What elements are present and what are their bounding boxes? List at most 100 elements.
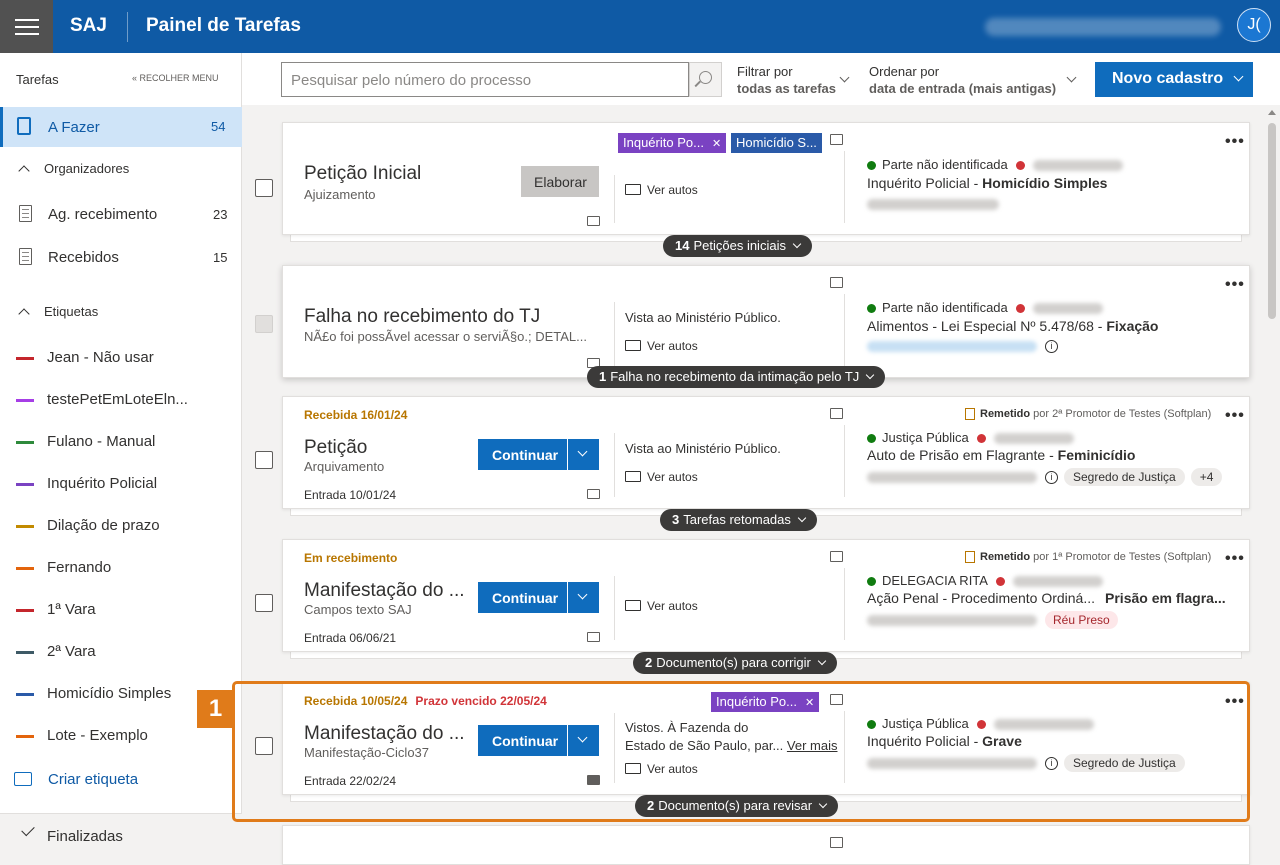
more-chips-badge[interactable]: +4	[1190, 468, 1223, 486]
task-subtitle: NÃ£o foi possÃvel acessar o serviÃ§o.; D…	[304, 329, 587, 344]
party-row: Justiça Pública	[867, 716, 1094, 731]
avatar[interactable]: J(	[1237, 8, 1271, 42]
view-records-link[interactable]: Ver autos	[625, 762, 698, 776]
task-card[interactable]	[282, 825, 1250, 865]
group-toggle[interactable]: 3 Tarefas retomadas	[660, 509, 817, 531]
calendar-icon[interactable]	[830, 837, 843, 848]
group-toggle[interactable]: 2 Documento(s) para corrigir	[633, 652, 837, 674]
view-records-link[interactable]: Ver autos	[625, 599, 698, 613]
calendar-icon[interactable]	[830, 134, 843, 145]
task-card[interactable]: Recebida 10/05/24 Prazo vencido 22/05/24 …	[282, 682, 1250, 795]
sidebar-item-count: 23	[213, 207, 228, 222]
sidebar-tag-item[interactable]: testePetEmLoteEln...	[0, 380, 242, 420]
group-toggle[interactable]: 14 Petições iniciais	[663, 235, 812, 257]
see-more-link[interactable]: Ver mais	[786, 738, 838, 753]
calendar-icon[interactable]	[830, 408, 843, 419]
task-card[interactable]: Petição Inicial Ajuizamento Elaborar Inq…	[282, 122, 1250, 235]
redacted	[1012, 576, 1103, 588]
tag-chip[interactable]: Inquérito Po... ✕	[618, 133, 727, 153]
info-icon[interactable]: i	[1045, 756, 1058, 770]
new-registration-button[interactable]: Novo cadastro	[1095, 62, 1253, 97]
scrollbar[interactable]	[1264, 105, 1280, 855]
task-card[interactable]: Falha no recebimento do TJ NÃ£o foi poss…	[282, 265, 1250, 378]
chip-label: Inquérito Po...	[623, 135, 704, 150]
more-icon[interactable]: •••	[1225, 276, 1245, 293]
task-checkbox[interactable]	[255, 179, 273, 197]
task-title: Manifestação do ...	[304, 580, 465, 601]
comment-icon[interactable]	[587, 775, 600, 785]
comment-icon[interactable]	[587, 489, 600, 499]
process-number-row: i Segredo de Justiça +4	[867, 468, 1223, 486]
close-icon[interactable]: ✕	[711, 138, 722, 150]
more-icon[interactable]: •••	[1225, 133, 1245, 150]
tag-label: Homicídio Simples	[47, 685, 172, 702]
hamburger-icon[interactable]	[0, 0, 53, 53]
comment-icon[interactable]	[587, 216, 600, 226]
folder-icon	[625, 340, 641, 351]
sidebar-tag-item[interactable]: Homicídio Simples	[0, 674, 242, 714]
collapse-menu-button[interactable]: « RECOLHER MENU	[132, 73, 219, 83]
brand-logo[interactable]: SAJ	[70, 15, 107, 36]
sidebar-item-count: 15	[213, 250, 228, 265]
calendar-icon[interactable]	[830, 694, 843, 705]
close-icon[interactable]: ✕	[804, 697, 815, 709]
calendar-icon[interactable]	[830, 551, 843, 562]
search-input[interactable]: Pesquisar pelo número do processo	[281, 62, 689, 97]
sidebar-item-ag-recebimento[interactable]: Ag. recebimento 23	[0, 195, 242, 235]
sidebar: Tarefas « RECOLHER MENU A Fazer 54 Organ…	[0, 53, 242, 855]
order-dropdown[interactable]: Ordenar por data de entrada (mais antiga…	[869, 63, 1056, 97]
task-card[interactable]: Em recebimento Manifestação do ... Campo…	[282, 539, 1250, 652]
more-icon[interactable]: •••	[1225, 693, 1245, 710]
sidebar-item-finalizadas[interactable]: Finalizadas	[0, 813, 242, 855]
more-icon[interactable]: •••	[1225, 550, 1245, 567]
tag-label: Jean - Não usar	[47, 349, 154, 366]
view-records-link[interactable]: Ver autos	[625, 183, 698, 197]
task-card[interactable]: Recebida 16/01/24 Petição Arquivamento E…	[282, 396, 1250, 509]
minus-icon	[1015, 304, 1025, 313]
sidebar-tag-item[interactable]: 1ª Vara	[0, 590, 242, 630]
scroll-up-icon[interactable]	[1268, 110, 1276, 115]
chevron-down-icon[interactable]	[839, 72, 850, 83]
forwarded-by: Remetido por 1ª Promotor de Testes (Soft…	[965, 551, 1211, 564]
task-checkbox[interactable]	[255, 737, 273, 755]
scrollbar-thumb[interactable]	[1268, 123, 1276, 319]
tag-chip[interactable]: Homicídio S...	[731, 133, 822, 153]
view-records-link[interactable]: Ver autos	[625, 339, 698, 353]
more-icon[interactable]: •••	[1225, 407, 1245, 424]
elaborar-button[interactable]: Elaborar	[521, 166, 599, 197]
tag-chip[interactable]: Inquérito Po... ✕	[711, 692, 820, 712]
group-count: 2	[645, 655, 653, 670]
continue-button[interactable]: Continuar	[478, 439, 599, 470]
divider	[614, 302, 615, 366]
sidebar-tag-item[interactable]: Jean - Não usar	[0, 338, 242, 378]
info-icon[interactable]: i	[1045, 470, 1058, 484]
task-checkbox[interactable]	[255, 594, 273, 612]
folder-icon	[625, 763, 641, 774]
chevron-down-icon[interactable]	[1066, 72, 1077, 83]
sidebar-item-a-fazer[interactable]: A Fazer 54	[0, 107, 242, 147]
section-etiquetas[interactable]: Etiquetas	[18, 304, 98, 320]
sidebar-tag-item[interactable]: 2ª Vara	[0, 632, 242, 672]
group-toggle[interactable]: 2 Documento(s) para revisar	[635, 795, 839, 817]
info-icon[interactable]: i	[1045, 340, 1058, 354]
filter-dropdown[interactable]: Filtrar por todas as tarefas	[737, 63, 836, 97]
continue-button[interactable]: Continuar	[478, 725, 599, 756]
sidebar-tag-item[interactable]: Dilação de prazo	[0, 506, 242, 546]
tag-label: testePetEmLoteEln...	[47, 391, 188, 408]
order-value: data de entrada (mais antigas)	[869, 81, 1057, 96]
search-button[interactable]	[689, 62, 722, 97]
calendar-icon[interactable]	[830, 277, 843, 288]
sidebar-tag-item[interactable]: Inquérito Policial	[0, 464, 242, 504]
sidebar-tag-item[interactable]: Lote - Exemplo	[0, 716, 242, 756]
chevron-down-icon[interactable]	[577, 589, 588, 600]
sidebar-tag-item[interactable]: Fulano - Manual	[0, 422, 242, 462]
sidebar-tag-item[interactable]: Fernando	[0, 548, 242, 588]
sidebar-item-recebidos[interactable]: Recebidos 15	[0, 238, 242, 278]
chevron-down-icon[interactable]	[577, 446, 588, 457]
comment-icon[interactable]	[587, 632, 600, 642]
section-organizadores[interactable]: Organizadores	[18, 161, 129, 177]
group-toggle[interactable]: 1 Falha no recebimento da intimação pelo …	[587, 366, 886, 388]
task-checkbox[interactable]	[255, 451, 273, 469]
continue-button[interactable]: Continuar	[478, 582, 599, 613]
view-records-link[interactable]: Ver autos	[625, 470, 698, 484]
